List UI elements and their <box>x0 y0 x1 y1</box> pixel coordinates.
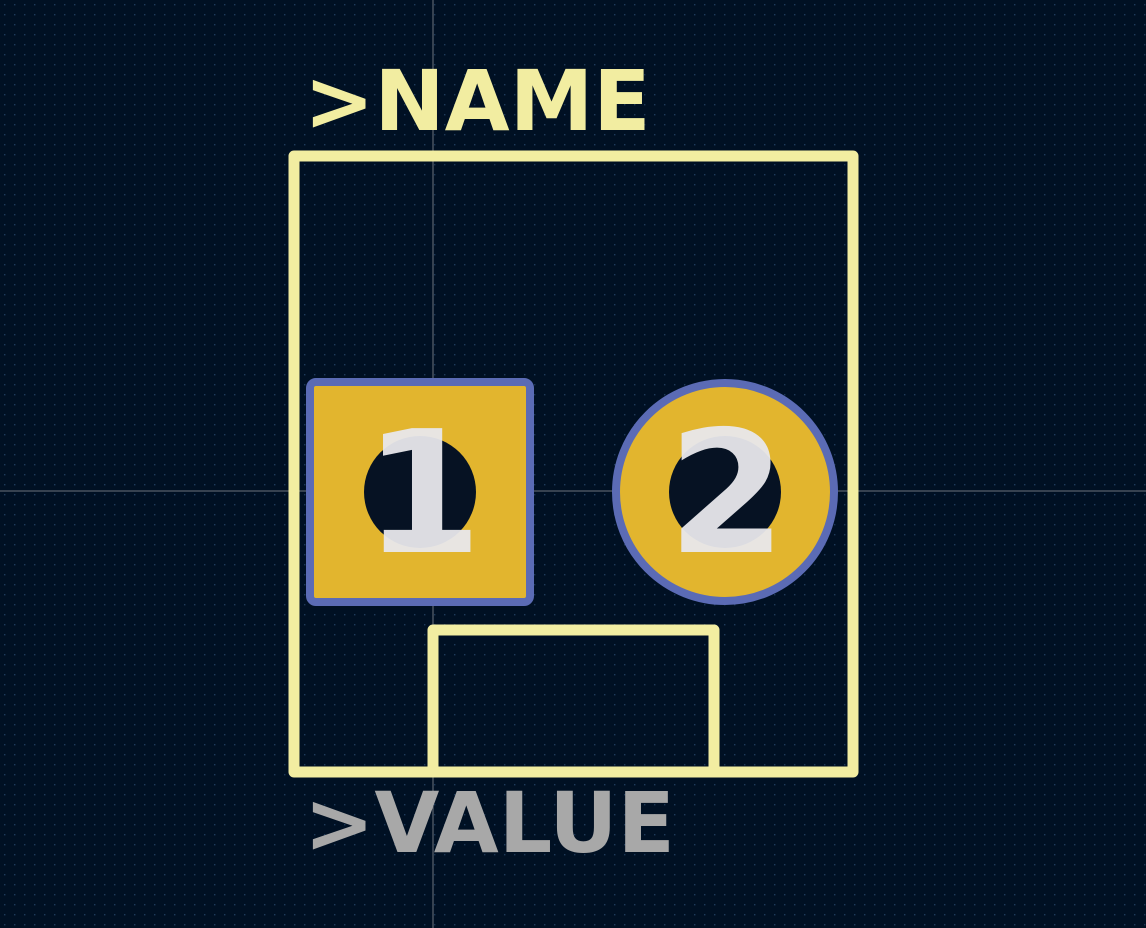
pad-2[interactable]: 2 <box>612 379 838 605</box>
pad-1-number: 1 <box>364 395 482 593</box>
pad-2-drill-hole <box>669 436 781 548</box>
value-label[interactable]: >VALUE <box>304 774 675 872</box>
silkscreen-key-notch[interactable] <box>427 624 720 778</box>
name-label[interactable]: >NAME <box>304 52 651 150</box>
pad-1-drill-hole <box>364 436 476 548</box>
silkscreen-outline[interactable] <box>288 150 859 778</box>
pad-2-number: 2 <box>668 395 786 593</box>
pad-1[interactable]: 1 <box>306 378 534 606</box>
